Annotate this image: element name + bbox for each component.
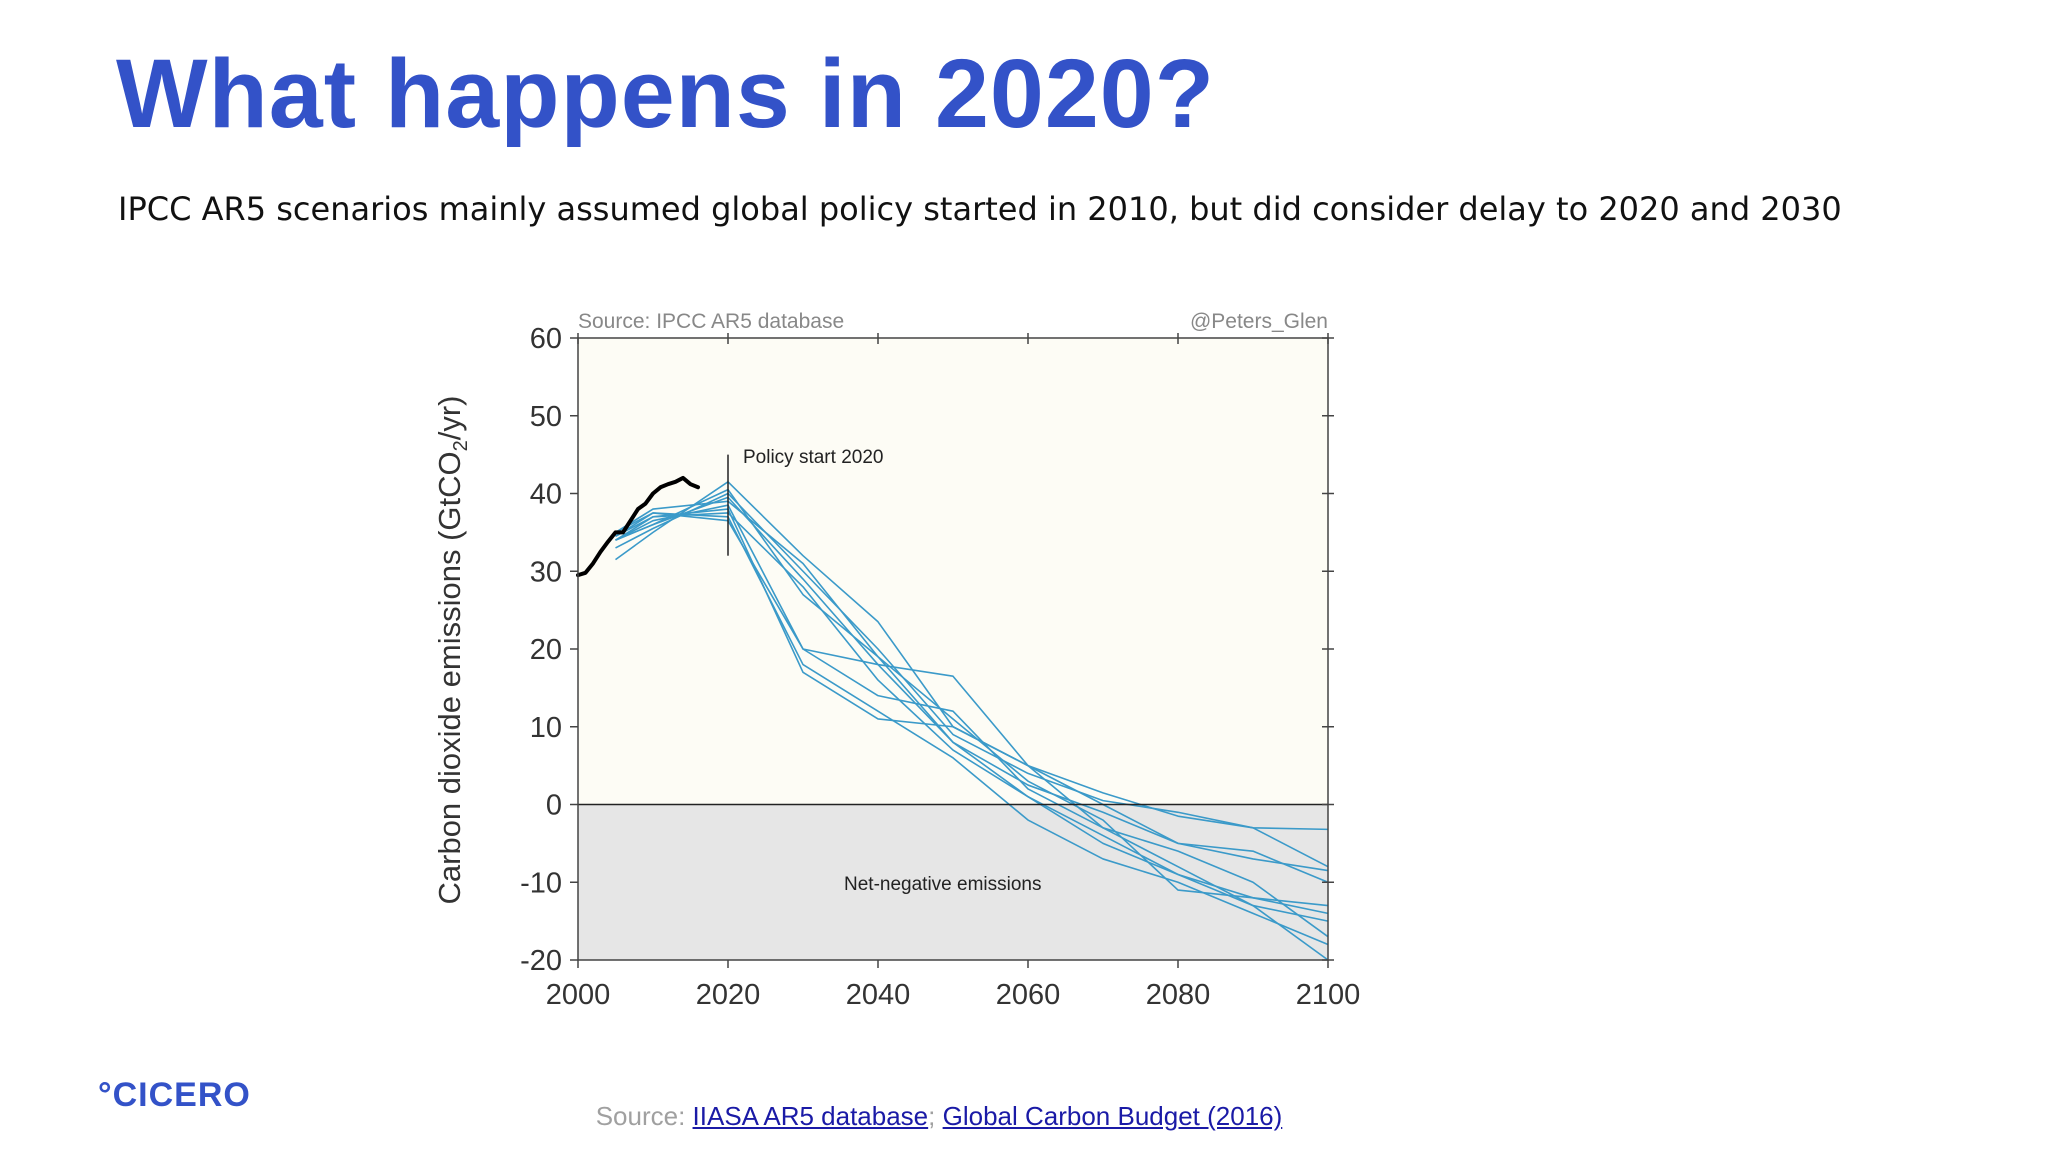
scenario-line-2 (615, 492, 1329, 868)
chart-source-text: Source: IPCC AR5 database (578, 310, 844, 333)
y-axis-label: Carbon dioxide emissions (GtCO2/yr) (432, 395, 472, 904)
scenario-line-5 (615, 508, 1329, 872)
y-tick-label: 40 (530, 479, 562, 511)
x-tick-label: 2100 (1296, 979, 1361, 1011)
footer-source: Source: IIASA AR5 database; Global Carbo… (0, 1101, 1878, 1132)
scenario-line-4 (615, 504, 1329, 961)
footer-source-prefix: Source: (595, 1101, 693, 1131)
footer-separator: ; (928, 1101, 943, 1131)
chart-labels: Source: IPCC AR5 database @Peters_Glen P… (432, 310, 1328, 905)
x-tick-label: 2000 (546, 979, 611, 1011)
scenario-line-9 (615, 500, 1329, 915)
y-tick-label: 10 (530, 712, 562, 744)
y-tick-label: 20 (530, 634, 562, 666)
x-tick-label: 2080 (1146, 979, 1211, 1011)
net-negative-label: Net-negative emissions (844, 874, 1041, 895)
y-tick-label: 30 (530, 556, 562, 588)
scenario-lines (576, 475, 1329, 961)
x-tick-label: 2040 (846, 979, 911, 1011)
scenario-line-8 (615, 512, 1329, 938)
chart-credit-text: @Peters_Glen (1190, 310, 1328, 333)
global-carbon-budget-link[interactable]: Global Carbon Budget (2016) (942, 1101, 1283, 1131)
x-tick-label: 2060 (996, 979, 1061, 1011)
y-tick-label: 50 (530, 401, 562, 433)
x-tick-label: 2020 (696, 979, 761, 1011)
y-tick-label: -20 (520, 945, 562, 977)
scenario-line-10 (615, 488, 1329, 883)
y-tick-label: 60 (530, 323, 562, 355)
historical-line (576, 475, 700, 578)
iiasa-link[interactable]: IIASA AR5 database (692, 1101, 929, 1131)
y-tick-label: 0 (546, 790, 562, 822)
scenario-line-6 (615, 512, 1329, 922)
y-tick-label: -10 (520, 867, 562, 899)
slide-subtitle: IPCC AR5 scenarios mainly assumed global… (118, 190, 1842, 228)
slide-title: What happens in 2020? (116, 39, 1215, 148)
cicero-logo: °CICERO (98, 1076, 251, 1114)
policy-start-label: Policy start 2020 (743, 447, 883, 468)
